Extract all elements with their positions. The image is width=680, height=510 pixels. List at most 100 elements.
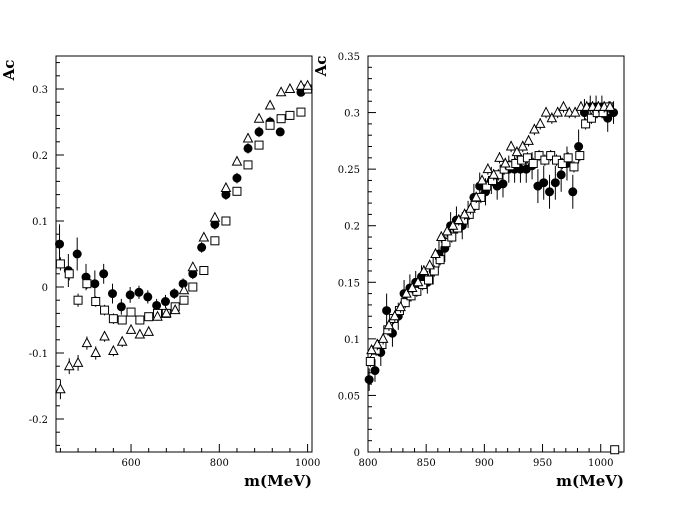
right-y-tick-label: 0.25 xyxy=(338,165,360,176)
left-data-point xyxy=(134,328,146,339)
filled-circle-marker xyxy=(160,297,170,307)
left-data-point xyxy=(73,293,83,307)
left-data-point xyxy=(117,315,127,325)
open-triangle-marker xyxy=(395,301,406,312)
open-triangle-marker xyxy=(546,112,558,123)
left-data-point xyxy=(160,294,170,309)
right-data-point xyxy=(523,134,534,147)
open-square-marker xyxy=(365,356,375,366)
right-y-tick-label: 0.35 xyxy=(338,52,360,63)
open-square-marker xyxy=(610,445,620,455)
open-square-marker xyxy=(581,119,591,129)
right-data-point xyxy=(424,259,436,271)
open-square-marker xyxy=(546,151,556,161)
left-data-point xyxy=(197,242,207,253)
filled-circle-marker xyxy=(99,269,109,279)
open-triangle-marker xyxy=(143,325,155,336)
left-y-axis-title: Ac xyxy=(0,60,18,82)
right-data-point xyxy=(546,112,558,124)
open-square-marker xyxy=(126,307,136,317)
left-y-tick-label: -0.1 xyxy=(29,349,48,360)
open-triangle-marker xyxy=(540,106,552,117)
open-triangle-marker xyxy=(569,106,581,117)
right-data-point xyxy=(550,165,560,200)
open-triangle-marker xyxy=(371,338,383,349)
open-triangle-marker xyxy=(465,202,476,213)
left-data-point xyxy=(169,288,179,299)
open-triangle-marker xyxy=(534,117,546,128)
right-data-point xyxy=(552,106,564,119)
right-data-point xyxy=(482,180,492,192)
left-data-point xyxy=(90,270,100,297)
open-square-marker xyxy=(540,155,550,165)
right-data-point xyxy=(529,123,540,136)
open-triangle-marker xyxy=(435,230,447,242)
left-x-tick-label: 1000 xyxy=(295,458,320,469)
open-triangle-marker xyxy=(366,344,377,355)
right-y-tick-label: 0.3 xyxy=(344,109,360,120)
open-square-marker xyxy=(441,238,451,248)
left-data-point xyxy=(275,127,285,137)
left-data-point xyxy=(243,143,253,154)
right-data-point xyxy=(429,265,439,277)
open-square-marker xyxy=(447,232,457,242)
right-data-point xyxy=(488,168,500,181)
filled-circle-marker xyxy=(550,178,560,188)
left-data-point xyxy=(55,257,65,271)
open-triangle-marker xyxy=(169,304,181,315)
right-data-point xyxy=(470,191,482,204)
left-data-point xyxy=(100,304,110,316)
open-triangle-marker xyxy=(264,99,276,110)
left-data-point xyxy=(143,290,153,304)
right-data-point xyxy=(540,106,552,119)
right-ticks: 800 850 900 950 1000 0 0.05 0.1 0.15 0.2 0.25 0.3 0.… xyxy=(338,52,625,469)
right-y-tick-label: 0.05 xyxy=(338,391,360,402)
left-data-point xyxy=(296,107,306,117)
open-square-marker xyxy=(210,236,220,246)
right-data-point xyxy=(586,112,596,124)
open-triangle-marker xyxy=(499,157,511,168)
right-data-point xyxy=(517,140,529,153)
left-data-point xyxy=(55,379,66,400)
filled-circle-marker xyxy=(243,143,253,153)
right-data-point xyxy=(401,287,412,300)
open-square-marker xyxy=(254,140,264,150)
left-data-point xyxy=(253,112,265,123)
right-data-point xyxy=(459,208,470,221)
open-square-marker xyxy=(557,158,567,168)
open-square-marker xyxy=(586,113,596,123)
left-panel: 600 800 1000 -0.2 -0.1 0 0.1 0.2 0.3 Ac m(MeV) xyxy=(0,55,320,490)
open-triangle-marker xyxy=(178,284,190,295)
right-data-point xyxy=(447,219,459,232)
right-data-point xyxy=(383,319,395,331)
right-data-point xyxy=(418,264,430,277)
open-square-marker xyxy=(108,314,118,324)
right-data-point xyxy=(522,152,532,164)
left-data-point xyxy=(284,82,296,93)
right-data-point xyxy=(498,170,508,198)
open-square-marker xyxy=(221,216,231,226)
open-square-marker xyxy=(179,295,189,305)
left-data-point xyxy=(221,216,231,226)
filled-circle-marker xyxy=(539,178,549,188)
filled-circle-marker xyxy=(107,289,117,299)
open-triangle-marker xyxy=(558,100,569,111)
right-data-point xyxy=(540,154,550,166)
open-triangle-marker xyxy=(275,86,287,97)
open-triangle-marker xyxy=(81,337,93,348)
right-x-tick-label: 950 xyxy=(533,458,552,469)
right-data-point xyxy=(389,310,401,322)
right-data-point xyxy=(581,118,591,130)
right-data-point xyxy=(430,247,441,260)
open-triangle-marker xyxy=(412,276,424,287)
open-square-marker xyxy=(232,186,242,196)
open-triangle-marker xyxy=(302,79,313,90)
right-data-point xyxy=(447,231,457,243)
left-data-point xyxy=(231,155,243,166)
left-data-point xyxy=(99,330,110,342)
right-data-point xyxy=(395,301,406,313)
left-data-point xyxy=(144,312,154,322)
open-triangle-marker xyxy=(529,123,540,134)
left-data-marks xyxy=(55,79,313,400)
